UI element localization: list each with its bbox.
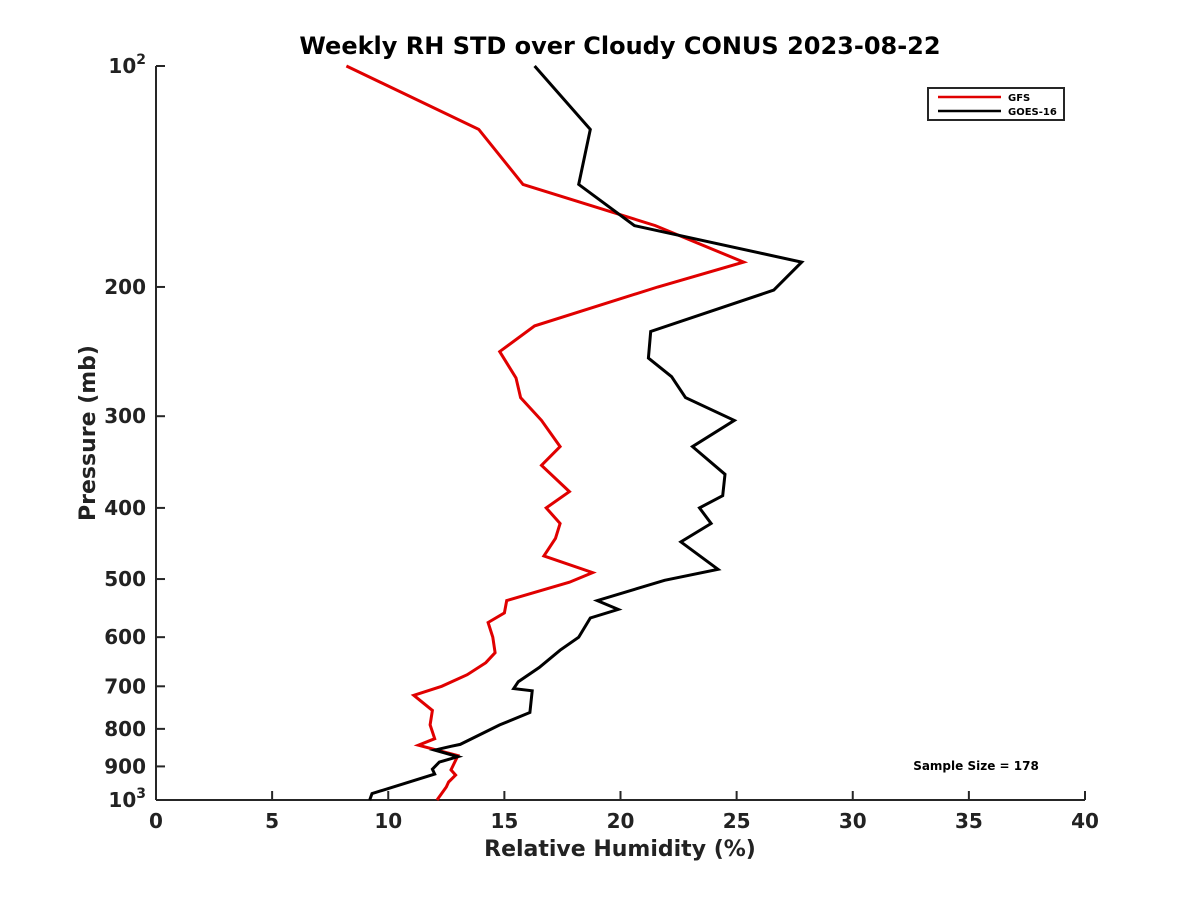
legend-box [927, 87, 1065, 121]
x-tick-label: 30 [839, 809, 867, 833]
legend-label: GOES-16 [1008, 107, 1057, 118]
y-tick-label: 500 [104, 567, 146, 591]
y-tick-label: 102 [108, 52, 146, 78]
y-tick-label: 900 [104, 754, 146, 778]
chart-title: Weekly RH STD over Cloudy CONUS 2023-08-… [299, 32, 940, 60]
series-line-gfs [345, 64, 749, 801]
x-axis-label: Relative Humidity (%) [484, 837, 756, 862]
legend: GFS GOES-16 [927, 87, 1065, 121]
y-tick-label: 400 [104, 496, 146, 520]
x-tick-label: 15 [490, 809, 518, 833]
axes: 0 5 10 15 20 25 30 35 40 102 200 300 400 500 600 700 800… [104, 52, 1099, 833]
y-tick-label: 300 [104, 404, 146, 428]
x-tick-label: 5 [265, 809, 279, 833]
x-tick-label: 35 [955, 809, 983, 833]
y-tick-label: 600 [104, 625, 146, 649]
series-lines [345, 64, 805, 801]
y-tick-label: 700 [104, 674, 146, 698]
y-axis-label: Pressure (mb) [76, 345, 101, 521]
y-tick-label: 200 [104, 275, 146, 299]
x-tick-label: 10 [374, 809, 402, 833]
y-tick-label: 103 [108, 786, 146, 812]
x-tick-label: 0 [149, 809, 163, 833]
y-tick-label: 800 [104, 717, 146, 741]
x-tick-label: 40 [1071, 809, 1099, 833]
series-line-goes-16 [368, 65, 805, 801]
x-tick-label: 25 [723, 809, 751, 833]
sample-size-annotation: Sample Size = 178 [913, 759, 1039, 773]
legend-label: GFS [1008, 93, 1030, 104]
x-tick-label: 20 [607, 809, 635, 833]
